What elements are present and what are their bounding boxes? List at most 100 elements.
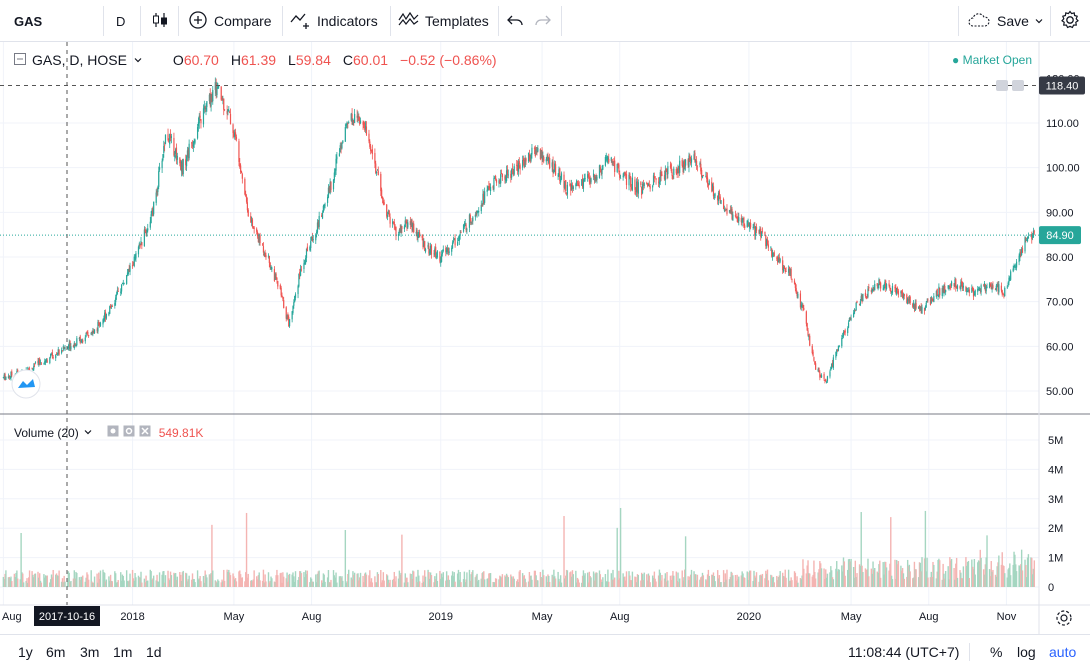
candle-body — [655, 178, 657, 181]
candle-body — [417, 234, 419, 238]
indicators-button[interactable]: Indicators — [290, 0, 378, 42]
candle-body — [902, 294, 905, 299]
volume-bar — [332, 570, 335, 587]
volume-bar — [144, 582, 146, 587]
auto-toggle[interactable]: auto — [1049, 635, 1076, 669]
volume-bar — [895, 578, 897, 587]
volume-bar — [630, 580, 633, 587]
candle-body — [630, 176, 632, 187]
candle-body — [127, 269, 129, 275]
candle-body — [226, 111, 228, 114]
volume-bar — [749, 570, 751, 587]
candle-body — [802, 305, 804, 309]
volume-bar — [705, 579, 707, 587]
clock[interactable]: 11:08:44 (UTC+7) — [848, 635, 959, 669]
candle-body — [376, 169, 379, 171]
symbol-search[interactable]: GAS — [14, 0, 42, 42]
candle-body — [263, 254, 265, 255]
volume-bar — [929, 577, 932, 587]
volume-bar — [394, 581, 396, 587]
chart-area[interactable]: 50.0060.0070.0080.0090.00100.00110.00120… — [0, 42, 1090, 634]
save-button[interactable]: Save — [967, 0, 1029, 42]
volume-bar — [87, 574, 89, 587]
volume-bar — [483, 571, 485, 587]
volume-bar — [533, 570, 536, 587]
volume-bar — [716, 570, 719, 587]
volume-bar — [1000, 564, 1003, 587]
redo-button[interactable] — [534, 0, 552, 42]
range-6m-button[interactable]: 6m — [46, 635, 65, 669]
candle-body — [214, 82, 216, 90]
time-tick-label: May — [532, 611, 553, 623]
compare-button[interactable]: Compare — [188, 0, 272, 42]
volume-bar — [646, 580, 649, 587]
volume-bar — [321, 582, 324, 587]
volume-bar — [358, 580, 360, 587]
volume-bar — [980, 557, 982, 587]
volume-bar — [363, 582, 365, 587]
candle-body — [641, 186, 643, 196]
log-toggle[interactable]: log — [1017, 635, 1036, 669]
candle-body — [161, 160, 163, 169]
candle-body — [132, 264, 135, 266]
chart-type-button[interactable] — [150, 0, 170, 42]
undo-button[interactable] — [506, 0, 524, 42]
volume-bar — [883, 574, 885, 587]
candle-body — [882, 288, 884, 290]
eye-icon[interactable] — [107, 425, 119, 440]
candle-body — [493, 178, 495, 190]
legend-symbol[interactable]: GAS, D, HOSE — [32, 52, 127, 68]
candle-body — [554, 163, 556, 172]
candle-body — [447, 247, 449, 254]
candle-body — [842, 335, 844, 337]
range-1y-button[interactable]: 1y — [18, 635, 33, 669]
percent-toggle[interactable]: % — [990, 635, 1002, 669]
volume-bar — [15, 572, 17, 587]
candle-body — [517, 162, 520, 172]
volume-bar — [163, 582, 166, 587]
volume-bar — [336, 582, 338, 587]
chevron-down-icon[interactable] — [133, 52, 143, 68]
candle-body — [501, 173, 503, 178]
candle-body — [575, 184, 577, 186]
candle-body — [445, 247, 447, 253]
candle-body — [901, 292, 904, 299]
volume-bar — [571, 570, 574, 587]
range-1m-button[interactable]: 1m — [113, 635, 132, 669]
candle-body — [122, 283, 124, 285]
settings-icon[interactable] — [123, 425, 135, 440]
close-icon[interactable] — [139, 425, 151, 440]
candle-body — [921, 306, 923, 314]
candle-body — [419, 232, 421, 238]
candle-body — [661, 174, 663, 176]
save-menu-button[interactable] — [1034, 0, 1044, 42]
volume-bar — [683, 577, 685, 587]
volume-bar — [825, 577, 828, 587]
candle-body — [712, 186, 715, 197]
volume-bar — [578, 582, 580, 587]
interval-button[interactable]: D — [116, 0, 125, 42]
candle-body — [327, 196, 329, 203]
volume-bar — [582, 570, 585, 587]
collapse-icon[interactable] — [14, 52, 26, 68]
candle-body — [557, 175, 559, 177]
candle-body — [481, 205, 483, 207]
chevron-down-icon[interactable] — [83, 426, 93, 440]
range-1d-button[interactable]: 1d — [146, 635, 162, 669]
candle-body — [820, 375, 823, 378]
volume-bar — [292, 572, 294, 587]
volume-label[interactable]: Volume (20) — [14, 425, 79, 440]
candle-body — [93, 331, 95, 334]
templates-button[interactable]: Templates — [398, 0, 489, 42]
candle-body — [369, 141, 371, 147]
volume-bar — [255, 576, 258, 587]
candle-body — [868, 286, 870, 289]
settings-button[interactable] — [1059, 0, 1081, 42]
volume-bar — [357, 573, 359, 587]
candle-body — [387, 212, 389, 215]
range-3m-button[interactable]: 3m — [80, 635, 99, 669]
candle-body — [67, 346, 69, 348]
candle-body — [353, 120, 355, 123]
candle-body — [206, 101, 208, 108]
